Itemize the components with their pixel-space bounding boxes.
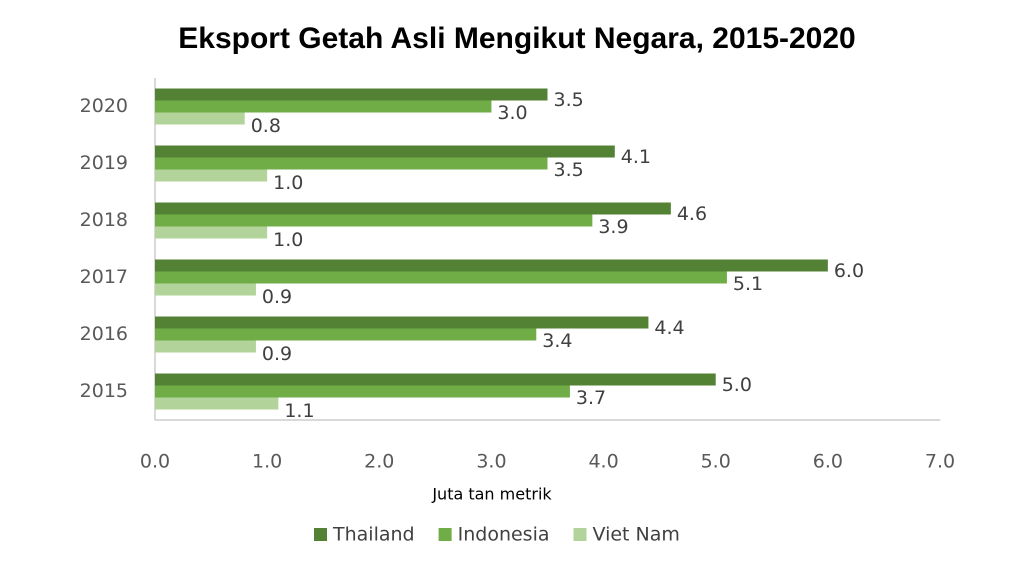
value-label: 3.4 (542, 330, 572, 352)
x-tick-label: 1.0 (252, 451, 282, 473)
x-tick-label: 6.0 (813, 451, 843, 473)
bar (155, 214, 593, 227)
bar (155, 100, 492, 113)
value-label: 3.5 (554, 159, 584, 181)
value-label: 4.6 (677, 203, 707, 225)
bar (155, 328, 537, 341)
bar (155, 259, 828, 272)
y-tick-label: 2016 (80, 323, 128, 345)
bar (155, 271, 727, 284)
value-label: 1.0 (273, 172, 303, 194)
legend-label: Viet Nam (593, 524, 680, 546)
value-label: 0.9 (262, 286, 292, 308)
y-tick-label: 2020 (80, 95, 128, 117)
bar (155, 145, 615, 158)
legend-swatch (314, 528, 327, 541)
legend-label: Thailand (332, 524, 415, 546)
x-tick-label: 5.0 (701, 451, 731, 473)
x-tick-label: 4.0 (588, 451, 618, 473)
x-tick-label: 2.0 (364, 451, 394, 473)
bar (155, 157, 548, 170)
y-tick-label: 2015 (80, 380, 128, 402)
legend-label: Indonesia (458, 524, 550, 546)
bar (155, 226, 268, 239)
bar (155, 340, 256, 353)
value-label: 5.0 (722, 374, 752, 396)
value-label: 4.1 (621, 146, 651, 168)
bar (155, 112, 245, 125)
value-label: 1.0 (273, 229, 303, 251)
value-label: 3.7 (576, 387, 606, 409)
x-tick-label: 0.0 (140, 451, 170, 473)
value-label: 4.4 (654, 317, 684, 339)
chart-title: Eksport Getah Asli Mengikut Negara, 2015… (178, 22, 855, 55)
y-tick-label: 2017 (80, 266, 128, 288)
value-label: 3.9 (598, 216, 628, 238)
value-label: 1.1 (284, 400, 314, 422)
bar (155, 397, 279, 410)
bar (155, 316, 649, 329)
bar (155, 202, 671, 215)
bar (155, 88, 548, 101)
value-label: 6.0 (834, 260, 864, 282)
x-tick-label: 3.0 (476, 451, 506, 473)
y-tick-label: 2018 (80, 209, 128, 231)
value-label: 5.1 (733, 273, 763, 295)
bar (155, 385, 570, 398)
bar (155, 373, 716, 386)
y-tick-label: 2019 (80, 152, 128, 174)
value-label: 0.8 (251, 115, 281, 137)
bar (155, 283, 256, 296)
value-label: 0.9 (262, 343, 292, 365)
x-tick-label: 7.0 (925, 451, 955, 473)
legend-swatch (573, 528, 587, 541)
legend-swatch (438, 528, 452, 541)
x-axis-title: Juta tan metrik (431, 485, 552, 504)
value-label: 3.0 (497, 102, 527, 124)
value-label: 3.5 (554, 89, 584, 111)
bar (155, 169, 268, 182)
